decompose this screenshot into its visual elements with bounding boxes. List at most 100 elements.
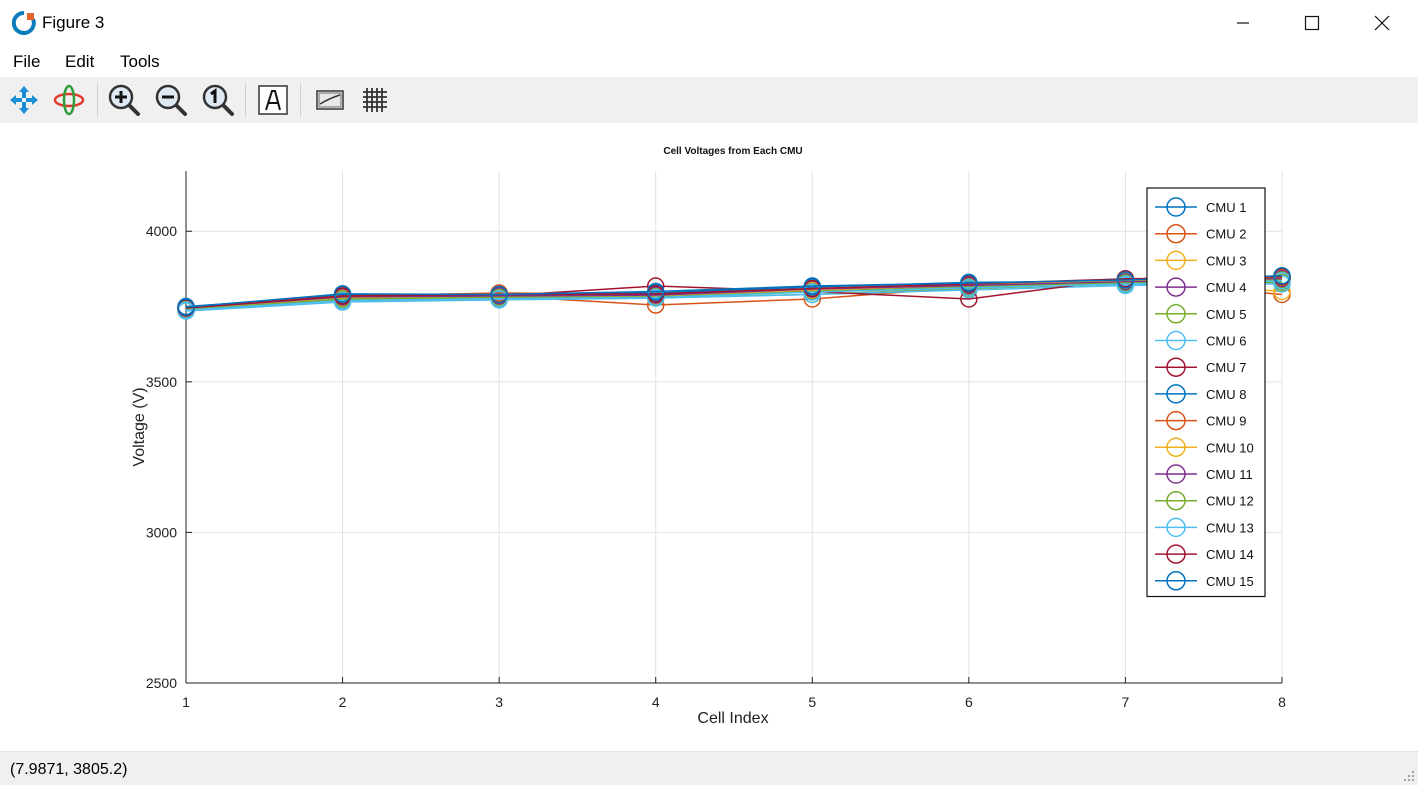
legend-marker [1166, 544, 1186, 564]
legend-item: CMU 7 [1155, 357, 1246, 377]
legend-marker [1166, 357, 1186, 377]
legend-item: CMU 2 [1155, 223, 1246, 244]
menu-bar: File Edit Tools [0, 46, 1418, 77]
axes-icon [316, 90, 344, 110]
legend-item: CMU 10 [1155, 437, 1254, 458]
legend-item: CMU 11 [1155, 464, 1253, 484]
data-point [333, 291, 352, 310]
data-point [333, 285, 352, 303]
octave-app-icon [12, 11, 36, 35]
legend-label: CMU 4 [1206, 280, 1246, 295]
series-line [185, 275, 1283, 309]
data-point [1116, 275, 1135, 293]
grid-icon [363, 88, 387, 112]
figure-canvas[interactable]: 1 2 3 4 5 6 7 8 2500 3000 3500 4000 Cell Voltages fr… [0, 123, 1418, 751]
legend-marker [1166, 250, 1186, 271]
legend-item: CMU 5 [1155, 304, 1246, 324]
toolbar-separator [245, 83, 246, 117]
legend-item: CMU 15 [1155, 571, 1254, 591]
menu-tools[interactable]: Tools [120, 52, 160, 71]
legend-label: CMU 11 [1206, 467, 1253, 482]
toolbar-separator [97, 83, 98, 117]
toggle-axes-button[interactable] [312, 82, 348, 118]
minimize-button[interactable] [1208, 0, 1278, 46]
menu-edit[interactable]: Edit [65, 52, 95, 71]
legend-marker [1166, 410, 1186, 431]
toolbar [0, 77, 1418, 123]
legend-item: CMU 14 [1155, 544, 1254, 564]
window-title: Figure 3 [42, 13, 105, 32]
maximize-icon [1304, 15, 1320, 31]
pan-button[interactable] [6, 82, 42, 118]
y-axis-label: Voltage (V) [131, 387, 148, 466]
x-tick-label: 4 [652, 694, 660, 710]
legend-label: CMU 5 [1206, 307, 1246, 322]
data-point [960, 279, 978, 297]
legend-label: CMU 1 [1206, 200, 1246, 215]
data-point [490, 289, 508, 308]
data-point [177, 298, 195, 316]
x-tick-label: 3 [495, 694, 503, 710]
zoom-out-icon [155, 84, 187, 116]
data-point [1273, 267, 1291, 285]
zoom-in-button[interactable] [106, 82, 142, 118]
legend-item: CMU 4 [1155, 277, 1246, 297]
legend-marker [1166, 571, 1186, 591]
x-tick-label: 1 [182, 694, 190, 710]
series-line [185, 280, 1283, 311]
data-point [646, 282, 665, 301]
legend-label: CMU 10 [1206, 440, 1254, 455]
data-point [1116, 271, 1135, 289]
legend-label: CMU 7 [1206, 360, 1246, 375]
series-line [185, 278, 1283, 309]
pan-icon [10, 86, 38, 114]
insert-text-button[interactable] [255, 82, 291, 118]
data-point [646, 288, 665, 307]
rotate-icon [53, 84, 85, 116]
legend-label: CMU 3 [1206, 253, 1246, 268]
legend-item: CMU 1 [1155, 197, 1246, 217]
legend-marker [1166, 304, 1186, 324]
legend-marker [1166, 197, 1186, 217]
chart[interactable]: 1 2 3 4 5 6 7 8 2500 3000 3500 4000 Cell Voltages fr… [0, 123, 1418, 751]
x-tick-label: 5 [808, 694, 816, 710]
legend-item: CMU 9 [1155, 410, 1246, 431]
legend-label: CMU 15 [1206, 574, 1254, 589]
status-bar: (7.9871, 3805.2) [0, 751, 1418, 785]
legend-item: CMU 6 [1155, 330, 1246, 351]
minimize-icon [1237, 22, 1249, 24]
zoom-out-button[interactable] [153, 82, 189, 118]
data-point [960, 274, 978, 292]
x-tick-label: 7 [1122, 694, 1130, 710]
legend-label: CMU 9 [1206, 414, 1246, 429]
legend-item: CMU 12 [1155, 490, 1254, 511]
resize-grip-icon[interactable] [1403, 770, 1415, 782]
chart-title: Cell Voltages from Each CMU [663, 146, 802, 157]
close-button[interactable] [1347, 0, 1417, 46]
data-point [803, 283, 822, 301]
legend-item: CMU 13 [1155, 517, 1254, 538]
legend-marker [1166, 277, 1186, 297]
legend-marker [1166, 490, 1186, 511]
rotate-button[interactable] [51, 82, 87, 118]
maximize-button[interactable] [1277, 0, 1347, 46]
legend-marker [1166, 384, 1186, 404]
legend-marker [1166, 517, 1186, 538]
close-icon [1374, 15, 1390, 31]
legend-marker [1166, 437, 1186, 458]
toggle-grid-button[interactable] [357, 82, 393, 118]
legend-label: CMU 2 [1206, 227, 1246, 242]
y-tick-label: 2500 [146, 675, 177, 691]
legend-marker [1166, 223, 1186, 244]
y-tick-label: 3500 [146, 374, 177, 390]
menu-file[interactable]: File [13, 52, 41, 71]
y-tick-label: 3000 [146, 524, 177, 540]
legend-marker [1166, 330, 1186, 351]
title-bar: Figure 3 [0, 0, 1418, 46]
legend-item: CMU 8 [1155, 384, 1246, 404]
zoom-reset-button[interactable] [200, 82, 236, 118]
x-tick-label: 2 [339, 694, 347, 710]
x-axis-label: Cell Index [697, 710, 768, 727]
cursor-coordinates: (7.9871, 3805.2) [10, 761, 128, 778]
legend-item: CMU 3 [1155, 250, 1246, 271]
